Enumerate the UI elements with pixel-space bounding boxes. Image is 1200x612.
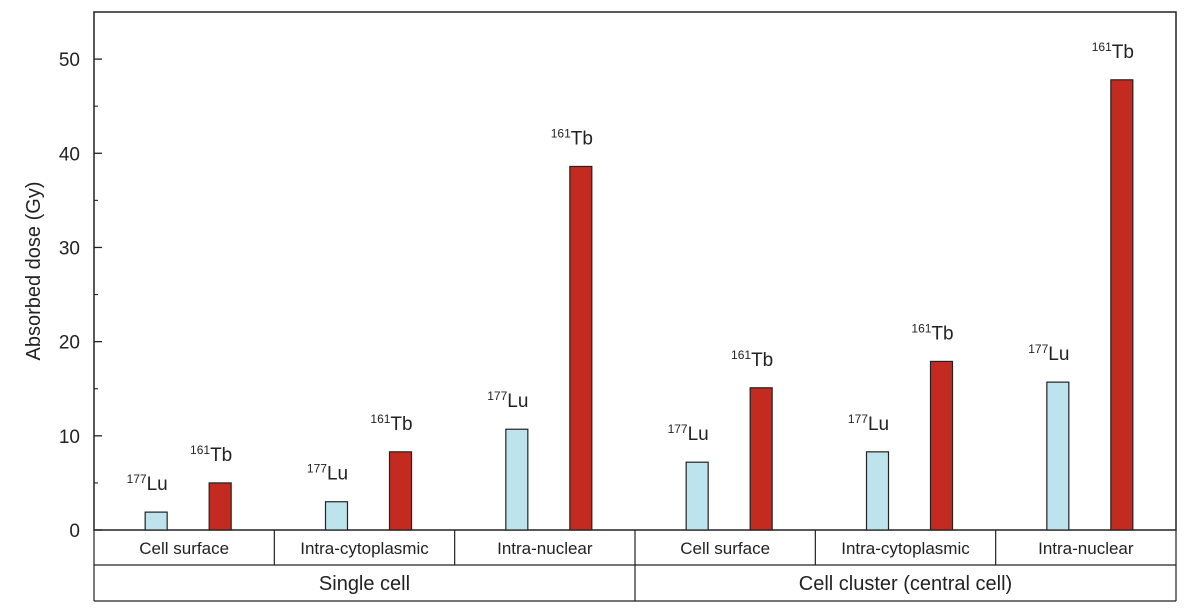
isotope-label: 177Lu [487,389,528,412]
bar-lu [1046,381,1070,531]
isotope-label: 161Tb [911,321,953,344]
isotope-label: 161Tb [731,348,773,371]
bar-lu [324,501,349,531]
y-tick-label: 50 [59,50,80,71]
isotope-mass-number: 177 [487,389,507,403]
bar-tb [1110,79,1134,531]
isotope-element: Tb [210,445,232,466]
y-tick-label: 20 [59,333,80,354]
isotope-label: 161Tb [1092,40,1134,63]
isotope-mass-number: 177 [848,412,868,426]
isotope-element: Tb [751,350,773,371]
category-label: Intra-cytoplasmic [300,539,429,558]
category-label: Intra-cytoplasmic [841,539,970,558]
isotope-mass-number: 161 [911,321,931,335]
plot-frame [93,11,1177,531]
category-label: Cell surface [680,539,770,558]
isotope-element: Tb [1112,42,1134,63]
isotope-mass-number: 177 [127,472,147,486]
isotope-label: 177Lu [848,412,889,435]
isotope-label: 177Lu [127,472,168,495]
category-label: Cell surface [139,539,229,558]
y-tick-label: 30 [59,238,80,259]
y-tick-label: 10 [59,427,80,448]
bar-lu [144,511,168,531]
isotope-label: 161Tb [190,443,232,466]
y-tick-label: 0 [69,521,80,542]
isotope-label: 177Lu [1028,342,1069,365]
isotope-element: Tb [390,414,412,435]
isotope-element: Lu [327,464,348,485]
category-label: Intra-nuclear [497,539,593,558]
isotope-element: Tb [931,323,953,344]
isotope-mass-number: 161 [190,443,210,457]
bar-lu [505,428,529,531]
bar-tb [929,360,954,531]
isotope-mass-number: 161 [1092,40,1112,54]
isotope-mass-number: 161 [731,348,751,362]
y-axis-label: Absorbed dose (Gy) [23,182,45,361]
isotope-element: Lu [1048,344,1069,365]
isotope-element: Tb [571,128,593,149]
isotope-label: 177Lu [668,422,709,445]
isotope-mass-number: 177 [307,462,327,476]
bar-lu [685,461,709,531]
isotope-element: Lu [147,474,168,495]
bar-lu [865,451,890,531]
isotope-label: 177Lu [307,462,348,485]
isotope-mass-number: 177 [1028,342,1048,356]
bar-tb [388,451,413,531]
category-label: Intra-nuclear [1038,539,1134,558]
group-label: Cell cluster (central cell) [799,573,1012,595]
isotope-mass-number: 177 [668,422,688,436]
isotope-mass-number: 161 [370,412,390,426]
bar-tb [569,165,593,531]
isotope-label: 161Tb [370,412,412,435]
isotope-mass-number: 161 [551,126,571,140]
group-label: Single cell [319,573,410,595]
isotope-element: Lu [507,391,528,412]
isotope-label: 161Tb [551,126,593,149]
isotope-element: Lu [868,414,889,435]
bar-tb [208,482,232,531]
isotope-element: Lu [688,424,709,445]
y-tick-label: 40 [59,144,80,165]
bar-tb [749,387,773,531]
